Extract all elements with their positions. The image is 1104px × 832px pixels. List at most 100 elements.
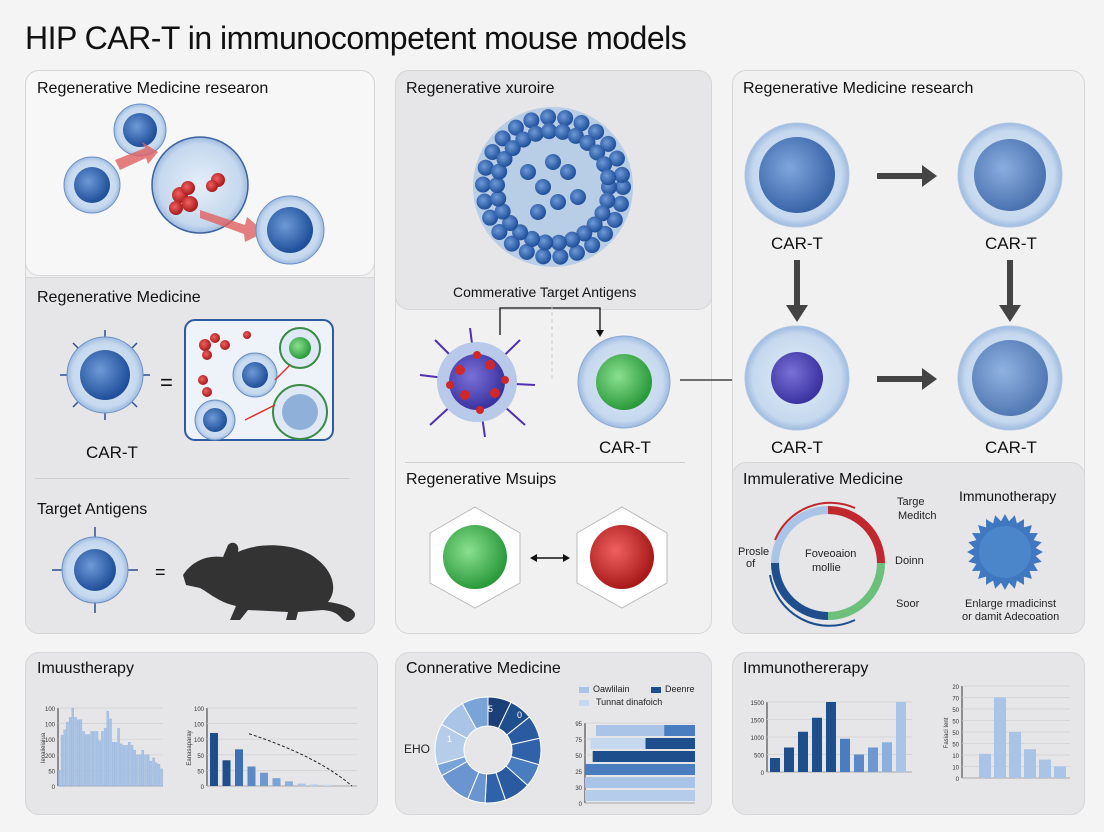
stacked-bar-segment	[590, 738, 646, 749]
bead	[535, 179, 551, 195]
histogram-bar	[60, 735, 64, 787]
bead	[545, 154, 561, 170]
bar	[896, 702, 906, 772]
bead	[491, 163, 508, 180]
bar	[310, 784, 318, 786]
donut-chart	[434, 696, 542, 804]
bead	[507, 119, 524, 136]
tick-label: 1500	[751, 719, 765, 725]
cell-stage-4	[957, 325, 1063, 431]
histogram-bar	[141, 749, 145, 787]
bead	[496, 151, 513, 167]
legend-label: Oawlilain	[593, 684, 630, 694]
ring-center-label: Foveoaion	[805, 548, 857, 560]
tick-label: 50	[952, 731, 959, 737]
ring-label-bottom: Soor	[896, 598, 920, 610]
bead	[552, 248, 569, 265]
bead	[608, 150, 625, 167]
ring-label-top: Meditch	[898, 510, 937, 522]
bead	[537, 234, 554, 251]
histogram-bar	[85, 734, 88, 787]
bar	[770, 758, 780, 772]
bead	[564, 231, 581, 248]
histogram-bar	[71, 707, 75, 787]
red-cluster-icon	[576, 506, 668, 609]
tick-label: 0	[579, 802, 583, 808]
bead	[568, 244, 585, 261]
bead	[535, 248, 552, 265]
bead	[504, 140, 521, 157]
bead	[606, 211, 623, 228]
tick-label: 20	[952, 685, 959, 691]
double-arrow-icon	[530, 554, 570, 562]
bead	[477, 159, 494, 176]
bead	[586, 216, 603, 233]
histogram-bar	[114, 742, 118, 787]
bar	[840, 738, 850, 772]
bead	[570, 189, 586, 205]
legend-swatch	[579, 687, 589, 693]
donut-label: EHO	[404, 742, 431, 756]
histogram-bar	[103, 728, 107, 787]
small-cell-icon	[255, 195, 325, 265]
immunotherapy-heading: Immunotherapy	[959, 488, 1057, 504]
donut-number: 5	[488, 704, 494, 714]
cell-stage-2	[957, 122, 1063, 228]
bar	[297, 783, 306, 786]
legend-swatch	[579, 700, 589, 706]
histogram-bar	[101, 731, 104, 787]
stacked-bar-segment	[596, 725, 665, 736]
immulerative-heading: Immulerative Medicine	[743, 471, 904, 488]
bead	[482, 209, 499, 226]
bead	[530, 204, 546, 220]
tick-label: 200	[45, 754, 56, 760]
tick-label: 50	[952, 708, 959, 714]
tick-label: 0	[956, 777, 960, 783]
bar	[994, 697, 1006, 778]
histogram-bar	[136, 754, 139, 787]
bar	[210, 732, 218, 786]
bead	[523, 112, 540, 129]
bead	[527, 125, 544, 142]
bead	[541, 123, 558, 140]
y-axis-label: Ieoaiieiaiua	[41, 732, 47, 763]
bottom-middle-title: Connerative Medicine	[406, 660, 561, 677]
histogram-bar	[63, 729, 66, 787]
histogram-bar	[87, 734, 91, 787]
tick-label: 95	[575, 722, 582, 728]
bead	[600, 135, 617, 152]
bar	[1039, 759, 1051, 778]
trend-line	[248, 733, 353, 787]
tick-label: 0	[761, 771, 765, 777]
histogram-bar	[58, 770, 61, 787]
bead	[491, 223, 508, 240]
tick-label: 0	[52, 785, 56, 791]
bottom-left-title: Imuustherapy	[37, 660, 134, 677]
bar	[882, 742, 892, 772]
histogram-bar	[109, 718, 112, 787]
bar	[854, 754, 864, 772]
left-heading-1: Regenerative Medicine researon	[37, 80, 269, 97]
histogram-bar	[106, 710, 110, 787]
bead	[589, 144, 606, 161]
bar	[1024, 749, 1036, 778]
bead	[554, 123, 571, 140]
bead	[494, 130, 511, 147]
middle-heading-1: Regenerative xuroire	[406, 80, 555, 97]
tick-label: 50	[575, 754, 582, 760]
antigen-interaction-box	[184, 319, 334, 441]
bar	[812, 717, 822, 772]
bar	[222, 760, 231, 786]
histogram-bar	[125, 745, 128, 787]
car-t-cell-illustration	[60, 330, 150, 420]
bar	[235, 749, 243, 786]
stacked-bar-segment	[592, 751, 695, 762]
bar	[868, 747, 878, 772]
bead	[597, 225, 614, 242]
immuno-caption: Enlarge rmadicinst	[965, 598, 1057, 610]
mouse-icon	[183, 542, 356, 622]
donut-slice	[461, 696, 489, 730]
legend-label: Deenre	[665, 684, 695, 694]
car-t-label: CAR-T	[771, 438, 823, 457]
